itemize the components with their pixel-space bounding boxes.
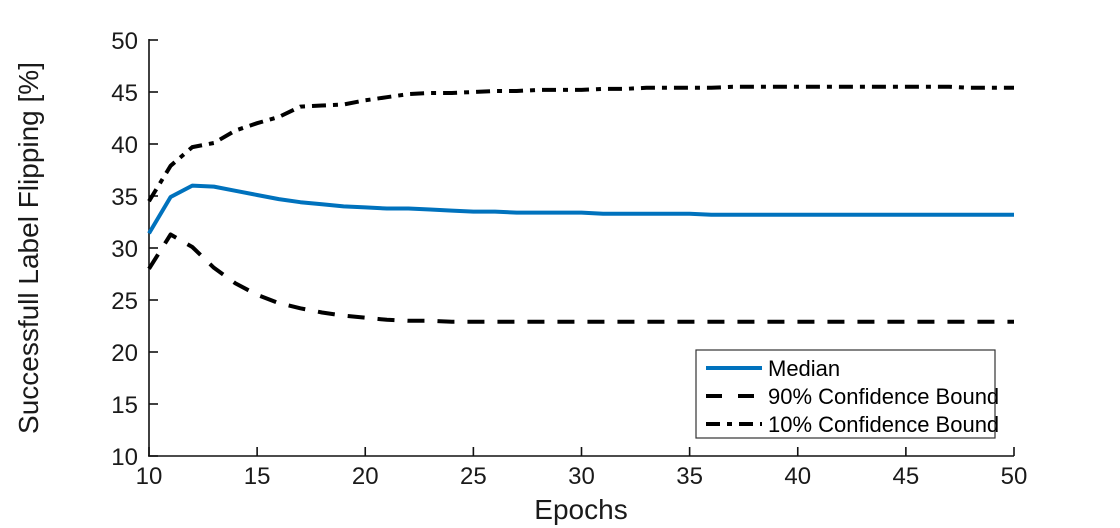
x-tick-label: 30 (568, 463, 595, 490)
y-axis-label: Successfull Label Flipping [%] (13, 62, 44, 434)
x-tick-label: 25 (460, 463, 487, 490)
series-10-confidence-bound (147, 84, 1014, 203)
series-group (147, 84, 1014, 324)
y-tick-label: 40 (111, 132, 138, 159)
y-tick-label: 15 (111, 392, 138, 419)
x-tick-label: 40 (784, 463, 811, 490)
series-median (147, 183, 1014, 235)
x-tick-label: 15 (244, 463, 271, 490)
y-tick-labels: 10 15 20 25 30 35 40 45 50 (111, 28, 138, 471)
legend-label-90-bound: 90% Confidence Bound (768, 384, 999, 409)
x-tick-labels: 10 15 20 25 30 35 40 45 50 (136, 463, 1028, 490)
x-tick-label: 50 (1001, 463, 1028, 490)
x-axis-label: Epochs (534, 494, 627, 525)
x-tick-label: 20 (352, 463, 379, 490)
legend-label-10-bound: 10% Confidence Bound (768, 412, 999, 437)
axes: 10 15 20 25 30 35 40 45 50 10 15 20 25 30 35 40 45 50 (111, 28, 1027, 490)
x-ticks (148, 447, 1015, 456)
y-tick-label: 50 (111, 28, 138, 55)
y-tick-label: 35 (111, 184, 138, 211)
y-ticks (149, 39, 158, 457)
x-tick-label: 35 (676, 463, 703, 490)
legend-label-median: Median (768, 356, 840, 381)
legend: Median 90% Confidence Bound 10% Confiden… (695, 349, 999, 439)
y-tick-label: 20 (111, 340, 138, 367)
series-90-confidence-bound (147, 232, 1014, 324)
y-tick-label: 30 (111, 236, 138, 263)
y-tick-label: 25 (111, 288, 138, 315)
y-tick-label: 45 (111, 80, 138, 107)
y-tick-label: 10 (111, 444, 138, 471)
x-tick-label: 10 (136, 463, 163, 490)
x-tick-label: 45 (893, 463, 920, 490)
